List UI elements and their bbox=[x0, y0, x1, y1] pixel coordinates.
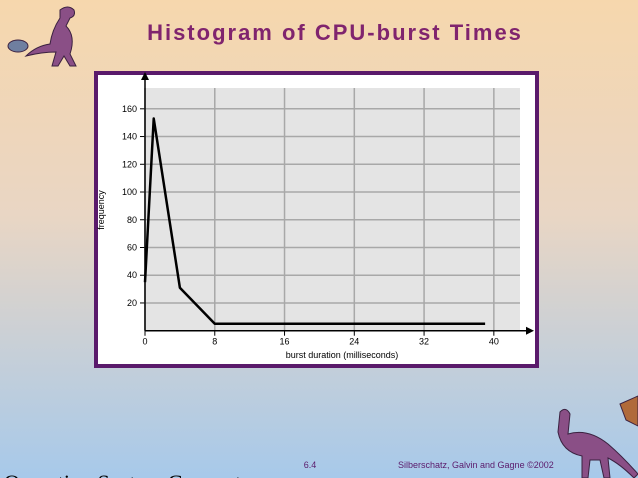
x-tick-label: 0 bbox=[142, 337, 147, 347]
y-tick-label: 60 bbox=[127, 242, 137, 252]
x-tick-label: 8 bbox=[212, 337, 217, 347]
footer-course: Operating System Concepts bbox=[4, 470, 250, 478]
x-tick-label: 40 bbox=[489, 337, 499, 347]
x-tick-label: 24 bbox=[349, 337, 359, 347]
y-tick-label: 120 bbox=[122, 159, 137, 169]
plot-area bbox=[145, 88, 520, 330]
x-axis-arrow bbox=[526, 326, 534, 335]
dinosaur-top bbox=[7, 6, 77, 67]
y-tick-label: 80 bbox=[127, 215, 137, 225]
data-line bbox=[143, 117, 486, 326]
x-tick-label: 16 bbox=[280, 337, 290, 347]
plot: 20 40 60 80 100 120 140 160 0 8 16 24 32 40 bbox=[122, 72, 534, 347]
y-tick-label: 100 bbox=[122, 187, 137, 197]
x-tick-label: 32 bbox=[419, 337, 429, 347]
slide-title: Histogram of CPU-burst Times bbox=[147, 20, 523, 45]
footer-credit: Silberschatz, Galvin and Gagne ©2002 bbox=[398, 460, 554, 470]
y-tick-label: 160 bbox=[122, 104, 137, 114]
y-axis-label: frequency bbox=[96, 190, 106, 230]
y-tick-label: 140 bbox=[122, 132, 137, 142]
footer-page: 6.4 bbox=[304, 460, 317, 470]
y-tick-label: 20 bbox=[127, 298, 137, 308]
x-axis-label: burst duration (milliseconds) bbox=[286, 350, 399, 360]
y-axis-arrow bbox=[141, 72, 149, 80]
y-tick-label: 40 bbox=[127, 270, 137, 280]
